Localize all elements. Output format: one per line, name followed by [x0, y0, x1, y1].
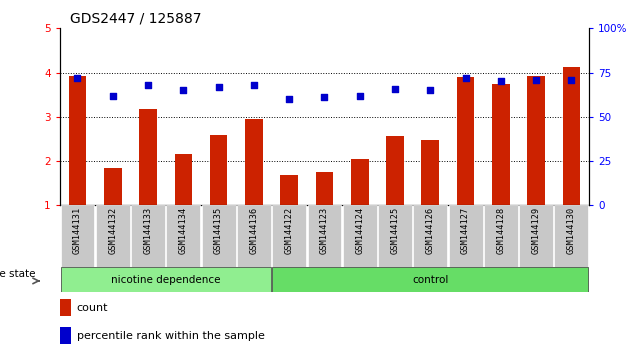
Point — [284, 96, 294, 102]
Point — [72, 75, 83, 81]
Point — [178, 87, 188, 93]
Text: GSM144134: GSM144134 — [179, 207, 188, 255]
Text: GSM144135: GSM144135 — [214, 207, 223, 255]
Bar — [60, 205, 94, 267]
Bar — [166, 205, 200, 267]
Bar — [210, 136, 227, 205]
Bar — [202, 205, 236, 267]
Bar — [378, 205, 412, 267]
Bar — [131, 205, 165, 267]
Point — [390, 86, 400, 91]
Text: GSM144125: GSM144125 — [391, 207, 399, 255]
Bar — [104, 168, 122, 205]
Bar — [307, 205, 341, 267]
Point — [249, 82, 259, 88]
Bar — [554, 205, 588, 267]
Bar — [280, 175, 298, 205]
Point — [461, 75, 471, 81]
Text: GSM144130: GSM144130 — [567, 207, 576, 255]
Text: GSM144131: GSM144131 — [73, 207, 82, 255]
Text: disease state: disease state — [0, 269, 36, 279]
Bar — [449, 205, 483, 267]
Bar — [272, 205, 306, 267]
Bar — [351, 159, 369, 205]
Point — [566, 77, 576, 82]
Text: GSM144129: GSM144129 — [532, 207, 541, 255]
Bar — [343, 205, 377, 267]
Point — [496, 79, 506, 84]
Bar — [492, 84, 510, 205]
Point — [355, 93, 365, 98]
Text: control: control — [412, 275, 449, 285]
Bar — [457, 77, 474, 205]
Text: GSM144127: GSM144127 — [461, 207, 470, 255]
Bar — [139, 109, 157, 205]
Bar — [413, 205, 447, 267]
Text: GSM144123: GSM144123 — [320, 207, 329, 255]
Text: nicotine dependence: nicotine dependence — [111, 275, 220, 285]
Text: GSM144128: GSM144128 — [496, 207, 505, 255]
Bar — [563, 67, 580, 205]
Bar — [237, 205, 271, 267]
Point — [143, 82, 153, 88]
Point — [425, 87, 435, 93]
Bar — [421, 140, 439, 205]
Text: GSM144136: GSM144136 — [249, 207, 258, 255]
Bar — [527, 76, 545, 205]
Point — [319, 95, 329, 100]
Text: GSM144133: GSM144133 — [144, 207, 152, 255]
Text: GSM144126: GSM144126 — [426, 207, 435, 255]
Bar — [272, 267, 588, 292]
Bar — [60, 299, 71, 316]
Text: GSM144124: GSM144124 — [355, 207, 364, 255]
Point — [108, 93, 118, 98]
Text: GSM144132: GSM144132 — [108, 207, 117, 255]
Point — [531, 77, 541, 82]
Text: count: count — [77, 303, 108, 313]
Point — [214, 84, 224, 90]
Bar — [60, 327, 71, 344]
Bar — [245, 119, 263, 205]
Bar — [60, 267, 271, 292]
Bar — [386, 136, 404, 205]
Text: GDS2447 / 125887: GDS2447 / 125887 — [71, 12, 202, 26]
Bar — [519, 205, 553, 267]
Bar — [69, 76, 86, 205]
Bar — [96, 205, 130, 267]
Text: GSM144122: GSM144122 — [285, 207, 294, 255]
Bar — [316, 172, 333, 205]
Text: percentile rank within the sample: percentile rank within the sample — [77, 331, 265, 341]
Bar — [484, 205, 518, 267]
Bar — [175, 154, 192, 205]
